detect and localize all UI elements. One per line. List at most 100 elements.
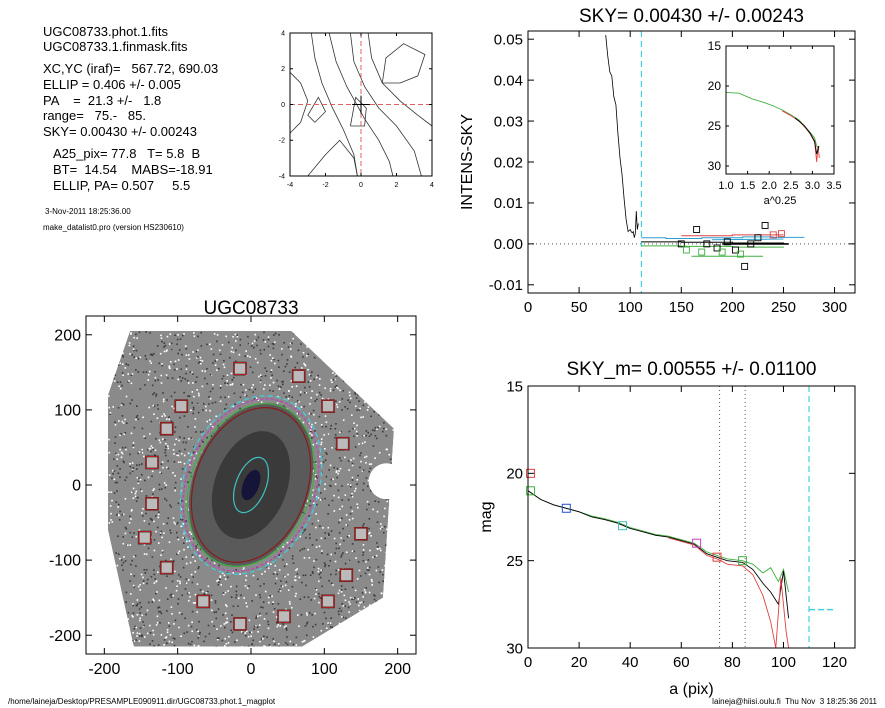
image-noise-speck: [345, 551, 348, 553]
image-noise-speck: [329, 622, 332, 624]
image-noise-speck: [226, 383, 229, 386]
image-noise-speck: [257, 615, 259, 617]
image-noise-speck: [278, 569, 281, 571]
image-noise-speck: [189, 531, 191, 534]
image-noise-speck: [286, 541, 289, 544]
image-noise-speck: [206, 590, 209, 593]
image-noise-speck: [224, 578, 227, 580]
image-noise-speck: [138, 529, 141, 531]
image-noise-speck: [310, 599, 312, 601]
sky-xtick-label: 100: [618, 299, 643, 316]
image-noise-speck: [171, 580, 174, 583]
image-noise-speck: [141, 463, 143, 465]
image-noise-speck: [122, 542, 125, 545]
image-noise-speck: [269, 645, 272, 648]
image-noise-speck: [117, 364, 120, 366]
image-noise-speck: [226, 621, 229, 624]
image-noise-speck: [127, 618, 129, 620]
image-noise-speck: [373, 410, 375, 413]
image-noise-speck: [199, 554, 202, 557]
contour-xtick-label: 2: [395, 182, 399, 189]
image-noise-speck: [376, 428, 378, 430]
image-noise-speck: [156, 404, 159, 406]
image-noise-speck: [209, 343, 211, 346]
image-noise-speck: [217, 608, 220, 610]
image-noise-speck: [199, 589, 202, 591]
sky-box-outline: [145, 497, 159, 511]
image-noise-speck: [170, 348, 173, 351]
image-noise-speck: [376, 542, 378, 544]
image-noise-speck: [114, 442, 116, 444]
image-noise-speck: [363, 589, 366, 591]
image-noise-speck: [172, 595, 174, 597]
image-noise-speck: [307, 548, 309, 551]
image-noise-speck: [262, 606, 264, 609]
image-noise-speck: [353, 427, 356, 430]
mag-profile-line: [527, 490, 790, 619]
image-noise-speck: [286, 643, 289, 646]
image-noise-speck: [294, 405, 297, 408]
image-noise-speck: [370, 578, 373, 581]
image-noise-speck: [208, 419, 211, 421]
mag-title: SKY_m= 0.00555 +/- 0.01100: [567, 359, 817, 380]
image-noise-speck: [204, 370, 206, 373]
image-noise-speck: [217, 579, 220, 582]
image-noise-speck: [206, 368, 208, 370]
image-noise-speck: [363, 523, 365, 525]
image-noise-speck: [151, 470, 154, 473]
image-noise-speck: [320, 441, 323, 444]
image-noise-speck: [270, 359, 273, 362]
sky-box-marker: [196, 594, 211, 609]
image-noise-speck: [285, 625, 287, 627]
image-noise-speck: [170, 593, 173, 596]
image-noise-speck: [136, 603, 139, 605]
image-noise-speck: [155, 580, 157, 583]
image-noise-speck: [362, 404, 365, 407]
image-noise-speck: [173, 391, 176, 394]
image-noise-speck: [315, 376, 318, 379]
image-noise-speck: [116, 564, 119, 567]
image-noise-speck: [365, 587, 367, 589]
image-noise-speck: [201, 370, 204, 372]
image-noise-speck: [149, 643, 151, 645]
image-noise-speck: [343, 539, 345, 542]
image-noise-speck: [153, 488, 155, 490]
image-noise-speck: [184, 345, 187, 347]
inset-xtick-label: 3.5: [826, 180, 841, 192]
image-noise-speck: [342, 552, 344, 554]
image-noise-speck: [260, 638, 263, 640]
image-noise-speck: [295, 385, 298, 387]
image-noise-speck: [354, 597, 356, 599]
contour-ytick-label: 2: [281, 66, 285, 73]
sky-xtick-label: 150: [669, 299, 694, 316]
image-noise-speck: [170, 606, 173, 608]
image-noise-speck: [264, 375, 267, 377]
image-noise-speck: [166, 642, 168, 645]
image-noise-speck: [314, 474, 317, 476]
image-noise-speck: [347, 483, 349, 486]
image-noise-speck: [214, 360, 216, 362]
image-noise-speck: [151, 519, 153, 521]
image-noise-speck: [306, 623, 308, 625]
image-noise-speck: [162, 398, 165, 401]
image-noise-speck: [311, 434, 313, 436]
image-noise-speck: [141, 448, 143, 451]
image-noise-speck: [321, 397, 324, 400]
image-noise-speck: [351, 464, 354, 467]
image-noise-speck: [236, 334, 238, 336]
image-noise-speck: [315, 539, 318, 541]
image-noise-speck: [221, 344, 224, 346]
image-noise-speck: [327, 622, 329, 624]
image-noise-speck: [112, 473, 114, 475]
image-noise-speck: [377, 501, 380, 503]
image-noise-speck: [350, 506, 352, 509]
image-noise-speck: [253, 625, 256, 628]
image-noise-speck: [309, 403, 311, 405]
image-noise-speck: [266, 636, 268, 638]
image-noise-speck: [344, 494, 347, 496]
image-noise-speck: [167, 517, 170, 519]
image-noise-speck: [285, 642, 287, 644]
image-noise-speck: [192, 537, 195, 540]
image-noise-speck: [225, 335, 227, 338]
image-noise-speck: [368, 569, 370, 571]
